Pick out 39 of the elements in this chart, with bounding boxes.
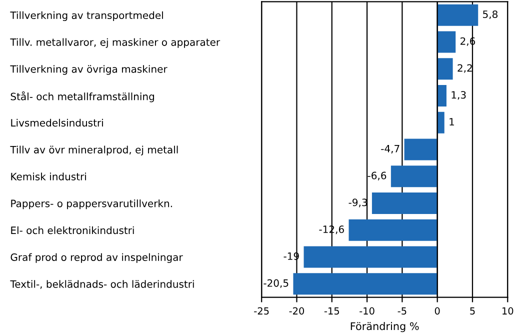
y-tick-label: Tillv av övr mineralprod, ej metall bbox=[10, 146, 178, 156]
y-tick-label: Stål- och metallframställning bbox=[10, 91, 154, 102]
data-label: -6,6 bbox=[368, 172, 386, 180]
x-tick-label: -15 bbox=[324, 307, 339, 315]
bar bbox=[437, 85, 446, 107]
bar bbox=[404, 138, 438, 160]
x-tick-label: 10 bbox=[502, 307, 514, 315]
bar bbox=[372, 192, 438, 214]
data-label: -9,3 bbox=[348, 198, 367, 208]
x-tick-label: -20 bbox=[289, 307, 304, 315]
data-label: -4,7 bbox=[381, 144, 400, 154]
y-tick-label: Kemisk industri bbox=[11, 172, 86, 180]
x-tick-label: -25 bbox=[254, 307, 269, 315]
x-tick-label: -10 bbox=[360, 307, 374, 315]
x-tick-label: -5 bbox=[398, 307, 406, 315]
bar bbox=[437, 4, 478, 26]
y-tick-label: Pappers- o pappersvarutillverkn. bbox=[11, 199, 172, 210]
bar bbox=[437, 31, 456, 53]
bar bbox=[437, 112, 444, 134]
x-tick-label: 0 bbox=[434, 307, 440, 315]
data-label: 1,3 bbox=[452, 91, 466, 100]
bar bbox=[304, 246, 438, 268]
x-axis-title: Förändring % bbox=[350, 322, 419, 332]
bar bbox=[293, 273, 438, 295]
data-label: 1 bbox=[450, 118, 454, 126]
bar bbox=[348, 219, 438, 241]
y-tick-label: Graf prod o reprod av inspelningar bbox=[10, 253, 183, 263]
data-label: 2,2 bbox=[458, 64, 472, 73]
y-tick-label: Textil-, beklädnads- och läderindustri bbox=[10, 280, 194, 289]
data-label: 5,8 bbox=[483, 10, 498, 20]
y-tick-label: Tillv. metallvaror, ej maskiner o apparater bbox=[10, 38, 220, 48]
y-tick-label: Tillverkning av transportmedel bbox=[10, 11, 163, 21]
bar bbox=[437, 58, 453, 80]
data-label: -20,5 bbox=[264, 279, 288, 288]
bar bbox=[390, 166, 438, 188]
y-tick-label: El- och elektronikindustri bbox=[11, 226, 134, 234]
y-tick-label: Tillverkning av övriga maskiner bbox=[10, 65, 168, 75]
y-tick-label: Livsmedelsindustri bbox=[11, 118, 103, 127]
x-tick-label: 5 bbox=[470, 307, 475, 315]
